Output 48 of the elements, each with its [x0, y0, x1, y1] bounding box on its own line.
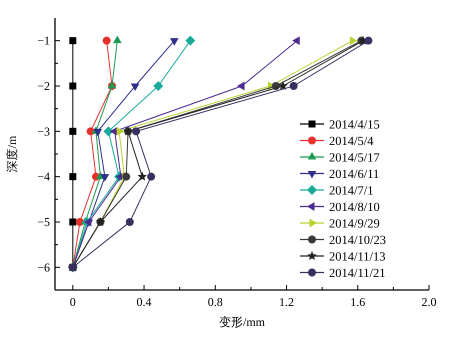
point: [350, 36, 358, 45]
x-tick-label: 1.6: [350, 295, 366, 309]
point: [113, 36, 122, 44]
legend-label: 2014/7/1: [329, 184, 374, 198]
x-tick-label: 1.2: [279, 295, 294, 309]
point: [153, 81, 164, 91]
x-tick-label: 0.8: [208, 295, 223, 309]
point: [138, 172, 148, 181]
legend-label: 2014/5/4: [329, 134, 374, 148]
point: [364, 36, 372, 45]
point: [102, 36, 111, 45]
y-tick-label: −2: [37, 79, 50, 93]
point: [69, 82, 76, 90]
point: [292, 36, 300, 45]
x-tick-label: 0.4: [136, 295, 152, 309]
y-tick-label: −5: [37, 215, 50, 229]
point: [170, 38, 179, 46]
point: [100, 174, 110, 182]
y-tick-label: −1: [37, 34, 50, 48]
legend-label: 2014/4/15: [329, 118, 380, 132]
point: [69, 37, 76, 44]
x-tick-label: 0: [70, 295, 76, 309]
point: [278, 81, 288, 90]
legend-label: 2014/6/11: [329, 167, 380, 181]
x-axis-title: 变形/mm: [218, 315, 266, 329]
y-tick-label: −4: [37, 170, 50, 184]
point: [290, 82, 298, 90]
point: [126, 218, 134, 226]
legend-label: 2014/8/10: [329, 200, 380, 214]
point: [69, 128, 76, 135]
point: [69, 218, 76, 226]
point: [237, 82, 244, 90]
legend-label: 2014/5/17: [329, 150, 380, 164]
point: [69, 173, 76, 180]
x-tick-label: 2.0: [422, 295, 436, 309]
point: [147, 172, 156, 181]
y-tick-label: −6: [37, 260, 50, 274]
y-tick-label: −3: [37, 124, 50, 138]
point: [132, 127, 140, 136]
legend-label: 2014/10/23: [329, 233, 386, 247]
legend-label: 2014/9/29: [329, 216, 380, 230]
y-axis-title: 深度/m: [5, 135, 19, 172]
point: [93, 128, 102, 136]
point: [185, 36, 196, 46]
legend-label: 2014/11/21: [329, 266, 386, 280]
point: [116, 127, 124, 136]
legend-label: 2014/11/13: [329, 250, 386, 264]
point: [130, 84, 140, 91]
